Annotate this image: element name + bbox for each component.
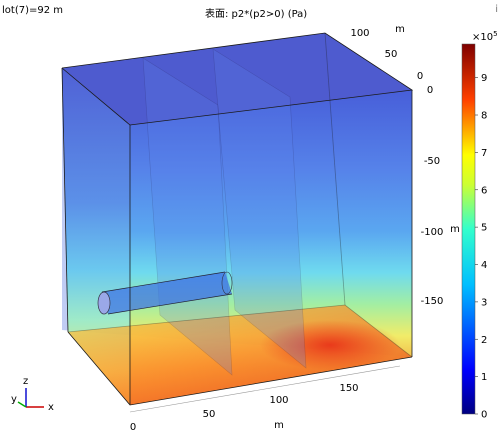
x-tick-50: 50 <box>203 409 216 420</box>
tunnel-cylinder <box>97 271 233 315</box>
colorbar-tick-label: 9 <box>481 73 487 84</box>
geometry-box <box>61 32 414 406</box>
y-tick-50: 50 <box>385 49 398 60</box>
info-icon[interactable]: i <box>495 4 498 15</box>
colorbar-exponent: ×105 <box>472 30 498 43</box>
z-tick-0: 0 <box>427 85 433 96</box>
colorbar-tick-label: 3 <box>481 297 487 308</box>
y-tick-100: 100 <box>350 28 369 39</box>
z-tick-minus-100: -100 <box>421 227 444 238</box>
y-tick-0: 0 <box>417 71 423 82</box>
colorbar-tick-label: 1 <box>481 372 487 383</box>
box-top-face <box>62 33 412 125</box>
triad-y-label: y <box>11 394 17 405</box>
colorbar-tick-label: 5 <box>481 223 487 234</box>
colorbar-tick-label: 7 <box>481 148 487 159</box>
colorbar-gradient <box>461 43 476 415</box>
colorbar-tick-label: 2 <box>481 335 487 346</box>
x-tick-150: 150 <box>339 383 358 394</box>
colorbar-tick-label: 8 <box>481 111 487 122</box>
colorbar-tick-label: 6 <box>481 185 487 196</box>
y-axis-unit: m <box>395 24 405 35</box>
pressure-hotspot <box>260 320 400 370</box>
z-axis: 0 -50 -100 -150 m <box>421 85 460 307</box>
colorbar-tick-label: 4 <box>481 260 487 271</box>
z-axis-unit: m <box>450 224 460 235</box>
partition-plane-2 <box>212 48 307 369</box>
x-tick-100: 100 <box>269 395 288 406</box>
plot-parameter-label: lot(7)=92 m <box>2 5 64 16</box>
z-tick-minus-50: -50 <box>424 156 440 167</box>
x-axis: 0 50 100 150 m <box>130 365 401 433</box>
triad-x-label: x <box>48 402 54 413</box>
box-left-face <box>62 68 130 405</box>
x-axis-unit: m <box>274 420 284 431</box>
colorbar-tick-label: 0 <box>481 410 487 421</box>
z-tick-minus-150: -150 <box>421 296 444 307</box>
triad-z-label: z <box>23 376 28 387</box>
colorbar-ticks: 0 1 2 3 4 5 6 7 8 9 <box>475 73 487 421</box>
plot-title: 表面: p2*(p2>0) (Pa) <box>205 9 308 20</box>
y-axis: 0 50 100 m <box>350 24 423 82</box>
colorbar: ×105 0 1 2 3 4 5 6 7 8 9 <box>461 30 498 421</box>
axis-triad: x y z <box>11 376 54 413</box>
triad-y-arrow <box>17 401 27 408</box>
x-tick-0: 0 <box>130 422 136 433</box>
